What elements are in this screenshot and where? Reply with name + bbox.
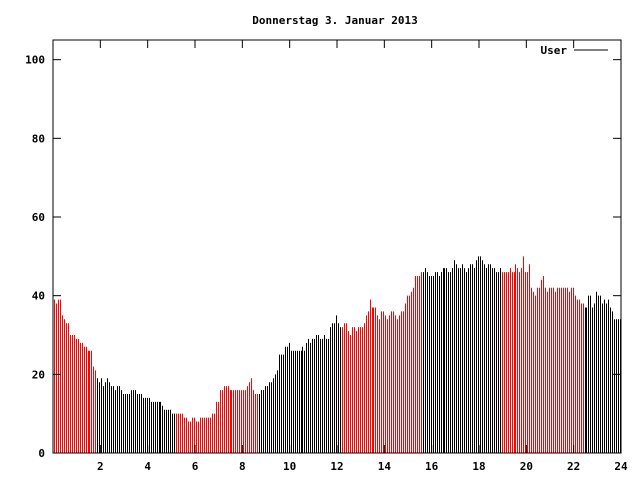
legend-label-user: User <box>541 44 568 57</box>
y-tick-label: 80 <box>32 132 45 145</box>
y-tick-label: 40 <box>32 290 45 303</box>
x-tick-label: 14 <box>378 460 392 473</box>
x-tick-label: 8 <box>239 460 246 473</box>
x-tick-label: 22 <box>567 460 580 473</box>
y-tick-label: 0 <box>38 447 45 460</box>
x-tick-label: 2 <box>97 460 104 473</box>
x-tick-label: 4 <box>144 460 151 473</box>
legend: User <box>541 44 608 57</box>
y-tick-label: 60 <box>32 211 45 224</box>
x-tick-label: 18 <box>472 460 485 473</box>
bars <box>54 256 621 453</box>
x-tick-label: 20 <box>520 460 533 473</box>
x-tick-label: 6 <box>192 460 199 473</box>
y-tick-label: 100 <box>25 54 45 67</box>
y-tick-label: 20 <box>32 368 45 381</box>
x-tick-label: 16 <box>425 460 439 473</box>
x-tick-label: 12 <box>330 460 343 473</box>
x-tick-label: 10 <box>283 460 296 473</box>
x-tick-label: 24 <box>614 460 628 473</box>
chart-title: Donnerstag 3. Januar 2013 <box>252 14 418 27</box>
